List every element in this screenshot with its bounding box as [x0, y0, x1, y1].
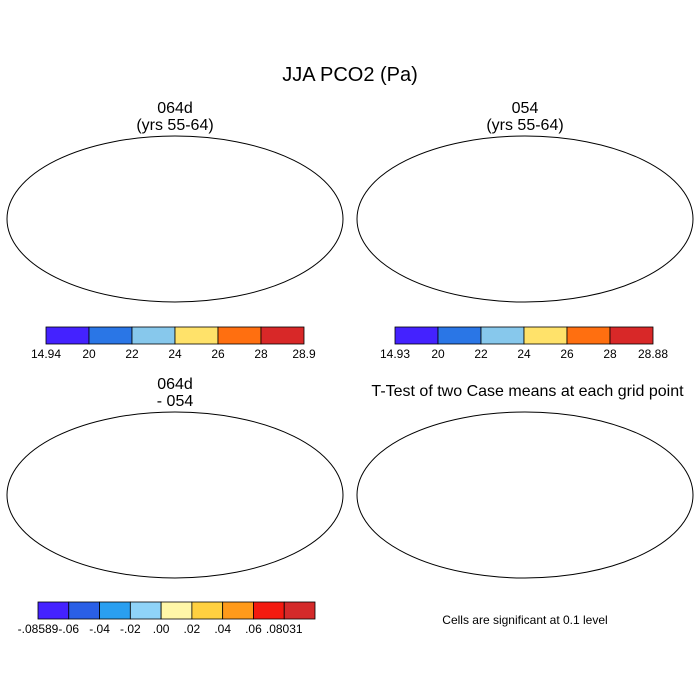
map-panel-054: [356, 135, 694, 303]
colorbar-swatch: [131, 326, 176, 345]
colorbar-tick-label: 26: [560, 347, 574, 361]
colorbar-tick-label: .00: [153, 622, 170, 636]
colorbar-swatch: [68, 601, 100, 620]
colorbar-064d: 14.94 20 22 24 26 28 28.9: [31, 326, 316, 361]
map-panel-ttest: [356, 411, 694, 579]
colorbar-swatch: [437, 326, 482, 345]
figure-title: JJA PCO2 (Pa): [282, 64, 418, 86]
colorbar-swatch: [99, 601, 131, 620]
colorbar-tick-label: 20: [431, 347, 445, 361]
colorbar-swatch: [283, 601, 316, 620]
colorbar-swatch: [222, 601, 254, 620]
colorbar-tick-label: 14.94: [31, 347, 61, 361]
colorbar-tick-label: .02: [184, 622, 201, 636]
colorbar-swatch: [394, 326, 439, 345]
panel-title-tr: 054 (yrs 55-64): [425, 100, 625, 134]
panel-title-line1: 064d: [157, 376, 193, 393]
colorbar-tick-label: 28: [254, 347, 268, 361]
colorbar-tick-label: 22: [125, 347, 139, 361]
colorbar-swatch: [160, 601, 193, 620]
colorbar-tick-label: 24: [517, 347, 531, 361]
colorbar-difference: -.08589 -.06 -.04 -.02 .00 .02 .04 .06 .08031: [18, 601, 316, 636]
colorbar-swatch: [217, 326, 262, 345]
colorbar-tick-label: 26: [211, 347, 225, 361]
colorbar-swatch: [37, 601, 70, 620]
colorbar-tick-label: 22: [474, 347, 488, 361]
colorbar-tick-label: 20: [82, 347, 96, 361]
significance-note: Cells are significant at 0.1 level: [442, 613, 608, 627]
colorbar-swatch: [523, 326, 568, 345]
colorbar-tick-label: .08031: [266, 622, 303, 636]
colorbar-swatch: [253, 601, 285, 620]
colorbar-tick-label: 14.93: [380, 347, 410, 361]
map-panel-difference: [6, 411, 344, 579]
colorbar-tick-label: -.04: [89, 622, 110, 636]
panel-title-br: T-Test of two Case means at each grid po…: [371, 383, 684, 400]
colorbar-swatch: [88, 326, 133, 345]
colorbar-tick-label: 28: [603, 347, 617, 361]
colorbar-tick-label: -.06: [58, 622, 79, 636]
colorbar-tick-label: 28.9: [292, 347, 316, 361]
colorbar-tick-label: -.08589: [18, 622, 59, 636]
colorbar-swatch: [260, 326, 305, 345]
panel-title-line2: - 054: [156, 393, 194, 410]
colorbar-swatch: [609, 326, 654, 345]
colorbar-swatch: [129, 601, 162, 620]
colorbar-swatch: [480, 326, 525, 345]
colorbar-swatch: [566, 326, 611, 345]
colorbar-054: 14.93 20 22 24 26 28 28.88: [380, 326, 668, 361]
colorbar-tick-label: .06: [245, 622, 262, 636]
panel-title-line1: 064d: [157, 100, 193, 117]
panel-title-line2: (yrs 55-64): [136, 117, 214, 134]
map-panel-064d: [6, 135, 344, 303]
colorbar-tick-label: 28.88: [638, 347, 668, 361]
colorbar-tick-label: 24: [168, 347, 182, 361]
panel-title-line2: (yrs 55-64): [486, 117, 564, 134]
colorbar-swatch: [174, 326, 219, 345]
colorbar-swatch: [45, 326, 90, 345]
colorbar-tick-label: .04: [214, 622, 231, 636]
colorbar-tick-label: -.02: [120, 622, 141, 636]
panel-title-line1: 054: [511, 100, 539, 117]
panel-title-bl: 064d - 054: [75, 376, 275, 410]
colorbar-swatch: [191, 601, 224, 620]
panel-title-tl: 064d (yrs 55-64): [75, 100, 275, 134]
